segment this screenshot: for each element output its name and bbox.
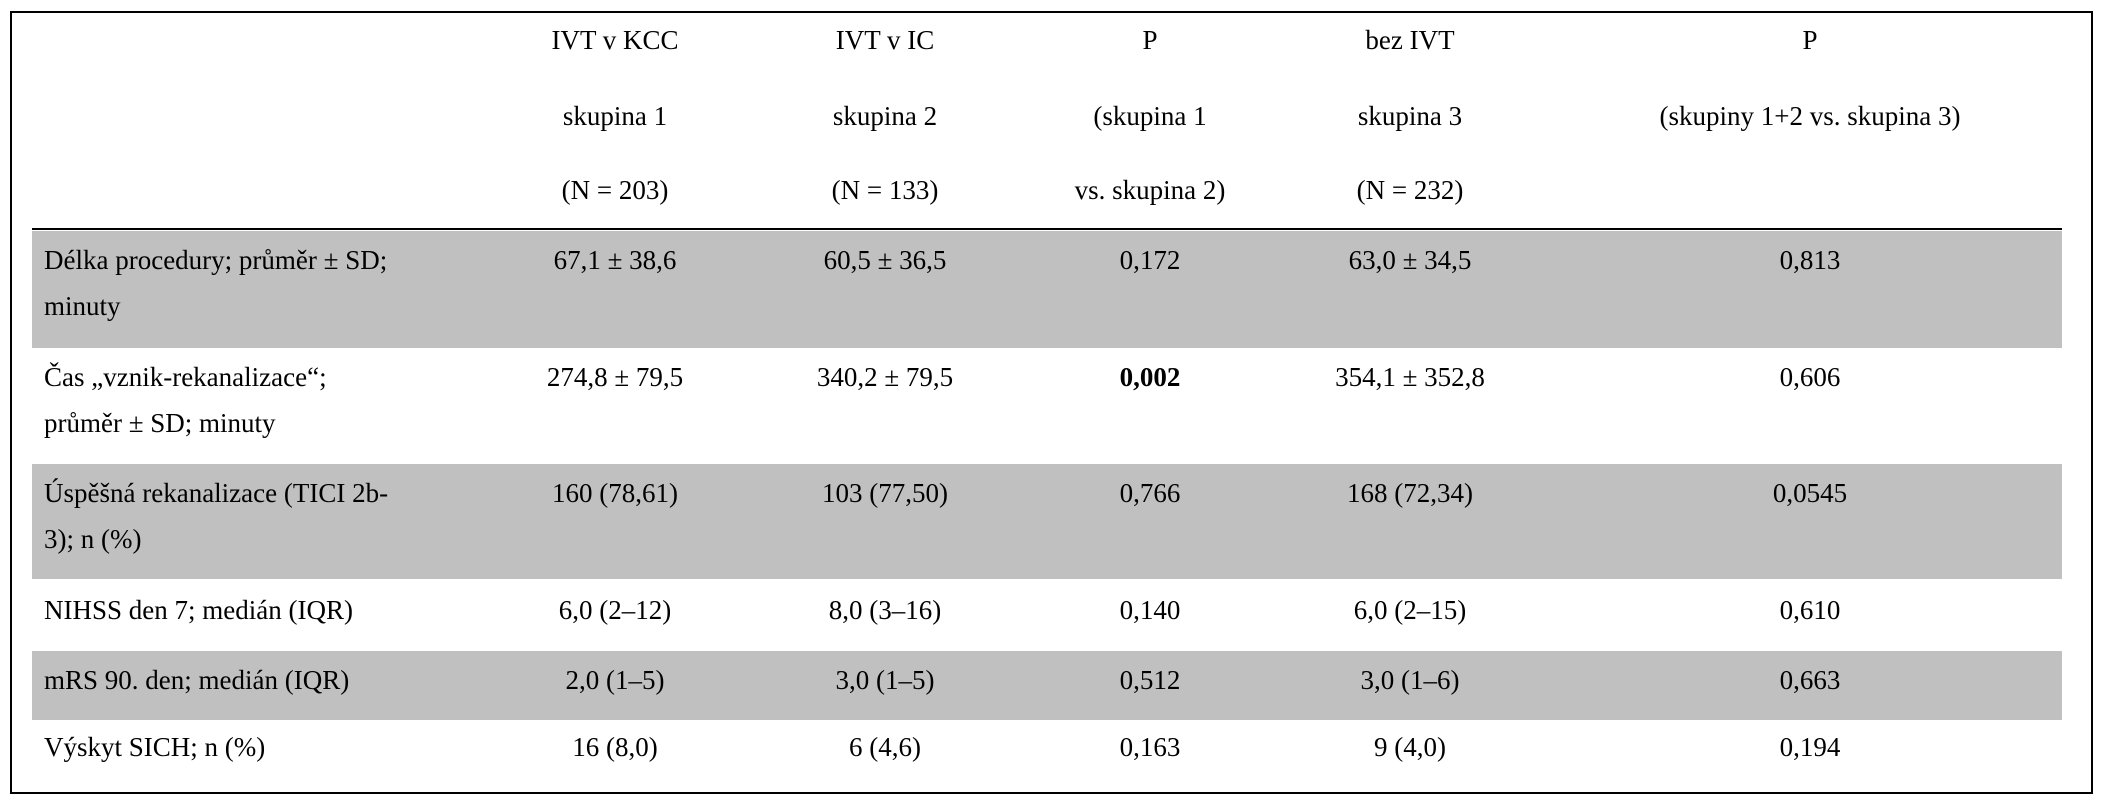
- cell-group2: 6 (4,6): [849, 732, 921, 762]
- cell-p12: 0,172: [1119, 245, 1181, 275]
- cell-group1: 16 (8,0): [572, 732, 658, 762]
- row-label: mRS 90. den; medián (IQR): [44, 657, 349, 703]
- row-label: Úspěšná rekanalizace (TICI 2b- 3); n (%): [44, 470, 388, 562]
- row-label-line: mRS 90. den; medián (IQR): [44, 665, 350, 695]
- header-line: (N = 203): [561, 175, 669, 205]
- cell-group2: 340,2 ± 79,5: [816, 362, 954, 392]
- header-line: skupina 1: [562, 101, 668, 131]
- header-line: vs. skupina 2): [1074, 175, 1226, 205]
- cell-group1: 274,8 ± 79,5: [546, 362, 684, 392]
- significant-value: 0,002: [1119, 362, 1181, 392]
- row-label-line: minuty: [44, 291, 121, 321]
- header-line: skupina 2: [832, 101, 938, 131]
- cell-group3: 168 (72,34): [1347, 478, 1473, 508]
- cell-p12: 0,002: [1035, 354, 1265, 400]
- cell-group1: 67,1 ± 38,6: [553, 245, 677, 275]
- table-row: Čas „vznik-rekanalizace“; průměr ± SD; m…: [32, 348, 2062, 464]
- row-label-line: NIHSS den 7; medián (IQR): [44, 595, 353, 625]
- row-label: Výskyt SICH; n (%): [44, 724, 265, 770]
- cell-p123: 0,606: [1779, 362, 1841, 392]
- header-line: skupina 3: [1357, 101, 1463, 131]
- table-row: NIHSS den 7; medián (IQR) 6,0 (2–12) 8,0…: [32, 579, 2062, 651]
- cell-p123: 0,194: [1779, 732, 1841, 762]
- row-label-line: Výskyt SICH; n (%): [44, 732, 266, 762]
- cell-group1: 6,0 (2–12): [558, 595, 672, 625]
- row-label-line: průměr ± SD; minuty: [44, 408, 276, 438]
- cell-group2: 60,5 ± 36,5: [823, 245, 947, 275]
- row-label-line: Čas „vznik-rekanalizace“;: [44, 362, 327, 392]
- cell-p12: 0,512: [1119, 665, 1181, 695]
- cell-p123: 0,663: [1779, 665, 1841, 695]
- header-line: P: [1802, 25, 1818, 55]
- header-line: bez IVT: [1365, 25, 1455, 55]
- row-label-line: Úspěšná rekanalizace (TICI 2b-: [44, 478, 389, 508]
- cell-group3: 9 (4,0): [1374, 732, 1446, 762]
- cell-p123: 0,813: [1779, 245, 1841, 275]
- table-row: Úspěšná rekanalizace (TICI 2b- 3); n (%)…: [32, 464, 2062, 579]
- cell-group2: 8,0 (3–16): [828, 595, 942, 625]
- row-label: NIHSS den 7; medián (IQR): [44, 587, 353, 633]
- header-line: (skupina 1: [1093, 101, 1207, 131]
- row-label: Délka procedury; průměr ± SD; minuty: [44, 237, 387, 329]
- cell-group3: 354,1 ± 352,8: [1335, 362, 1485, 392]
- cell-p12: 0,163: [1119, 732, 1181, 762]
- table-row: mRS 90. den; medián (IQR) 2,0 (1–5) 3,0 …: [32, 651, 2062, 720]
- header-line: IVT v KCC: [551, 25, 679, 55]
- header-divider: [32, 228, 2062, 230]
- cell-group3: 6,0 (2–15): [1353, 595, 1467, 625]
- cell-group3: 3,0 (1–6): [1360, 665, 1460, 695]
- cell-group1: 160 (78,61): [552, 478, 678, 508]
- header-line: IVT v IC: [835, 25, 935, 55]
- cell-p12: 0,766: [1119, 478, 1181, 508]
- header-line: P: [1142, 25, 1158, 55]
- row-label: Čas „vznik-rekanalizace“; průměr ± SD; m…: [44, 354, 327, 446]
- header-line: (N = 232): [1356, 175, 1464, 205]
- table-frame: [10, 11, 2093, 794]
- cell-p123: 0,610: [1779, 595, 1841, 625]
- cell-group3: 63,0 ± 34,5: [1348, 245, 1472, 275]
- cell-group2: 3,0 (1–5): [835, 665, 935, 695]
- row-label-line: 3); n (%): [44, 524, 142, 554]
- cell-p123: 0,0545: [1772, 478, 1848, 508]
- header-line: (skupiny 1+2 vs. skupina 3): [1659, 101, 1961, 131]
- row-label-line: Délka procedury; průměr ± SD;: [44, 245, 388, 275]
- cell-group2: 103 (77,50): [822, 478, 948, 508]
- table-row: Výskyt SICH; n (%) 16 (8,0) 6 (4,6) 0,16…: [32, 720, 2062, 784]
- table-row: Délka procedury; průměr ± SD; minuty 67,…: [32, 231, 2062, 348]
- cell-group1: 2,0 (1–5): [565, 665, 665, 695]
- table-header: IVT v KCC skupina 1 (N = 203) IVT v IC s…: [0, 0, 2103, 210]
- cell-p12: 0,140: [1119, 595, 1181, 625]
- header-line: (N = 133): [831, 175, 939, 205]
